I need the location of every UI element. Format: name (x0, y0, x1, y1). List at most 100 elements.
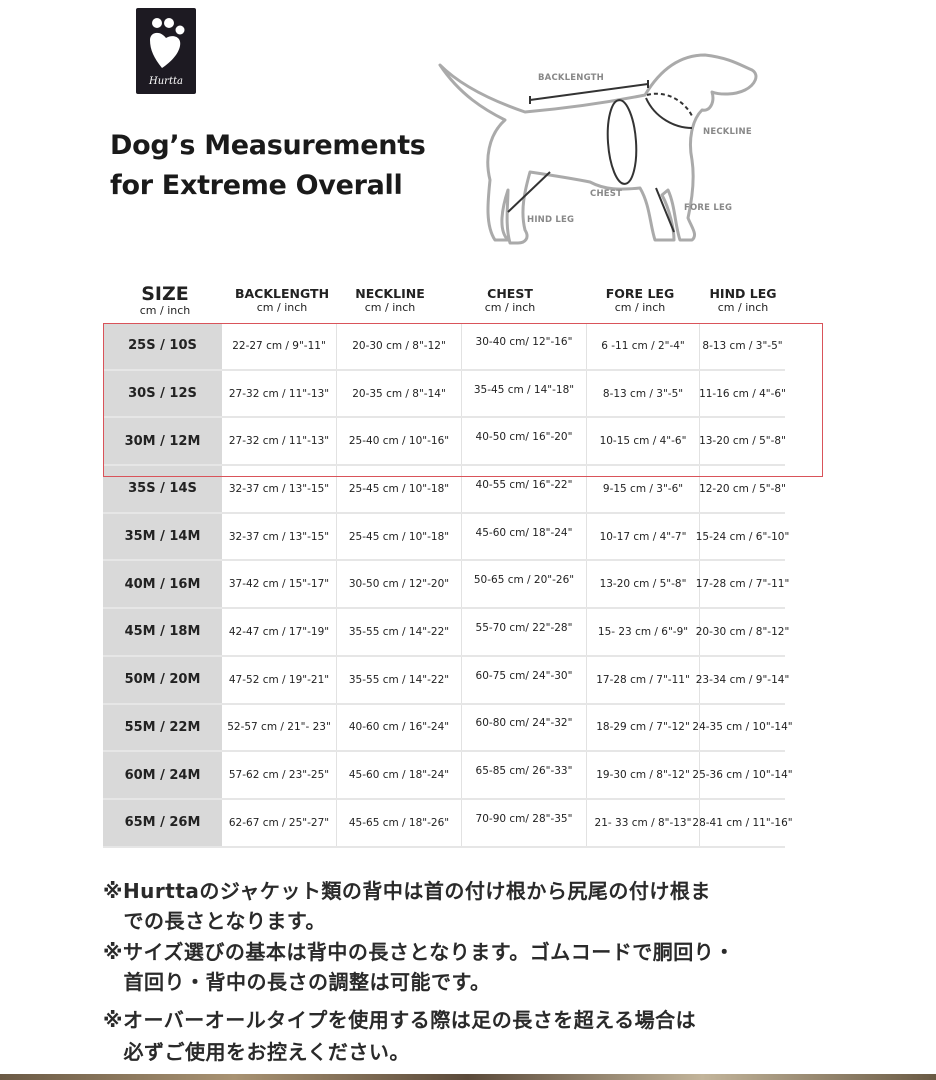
measurement-cell: 57-62 cm / 23"-25" (222, 752, 337, 798)
size-cell: 65M / 26M (103, 799, 222, 846)
measurement-cell: 10-15 cm / 4"-6" (587, 418, 700, 465)
note-3b: 必ずご使用をお控えください。 (103, 1040, 410, 1064)
bottom-edge-strip (0, 1074, 936, 1080)
size-cell: 50M / 20M (103, 656, 222, 703)
measurement-cell: 24-35 cm / 10"-14" (692, 721, 793, 734)
measurement-cell: 47-52 cm / 19"-21" (222, 656, 337, 703)
note-2b: 首回り・背中の長さの調整は可能です。 (103, 970, 491, 994)
header-fore-leg: FORE LEG cm / inch (605, 286, 675, 315)
measurement-cell: 18-29 cm / 7"-12" (587, 704, 700, 751)
measurement-cell: 42-47 cm / 17"-19" (222, 609, 337, 655)
measurement-cell: 12-20 cm / 5"-8" (699, 482, 786, 495)
paw-icon: Hurtta (148, 18, 185, 87)
measurement-cell: 22-27 cm / 9"-11" (222, 323, 337, 369)
table-row: 30S / 12S 27-32 cm / 11"-13" 20-35 cm / 8"… (103, 370, 786, 419)
label-neckline: NECKLINE (703, 127, 752, 137)
measurement-cell: 20-35 cm / 8"-14" (337, 370, 462, 417)
label-fore-leg: FORE LEG (684, 203, 732, 213)
label-backlength: BACKLENGTH (538, 73, 604, 83)
note-1a: ※Hurttaのジャケット類の背中は首の付け根から尻尾の付け根ま (103, 879, 711, 903)
table-row: 55M / 22M 52-57 cm / 21"- 23" 40-60 cm / 1… (103, 704, 793, 753)
note-2a: ※サイズ選びの基本は背中の長さとなります。ゴムコードで胴回り・ (103, 940, 735, 964)
table-row: 35S / 14S 32-37 cm / 13"-15" 25-45 cm / 10… (103, 466, 786, 514)
measurement-cell: 8-13 cm / 3"-5" (587, 370, 700, 417)
measurement-cell: 35-55 cm / 14"-22" (337, 609, 462, 655)
measurement-cell: 17-28 cm / 7"-11" (587, 656, 700, 703)
measurement-cell: 27-32 cm / 11"-13" (222, 418, 337, 465)
table-row: 40M / 16M 37-42 cm / 15"-17" 30-50 cm / 12… (103, 561, 790, 610)
measurement-cell: 62-67 cm / 25"-27" (222, 799, 337, 846)
measurement-cell: 40-50 cm/ 16"-20" (462, 418, 587, 465)
hind-leg-line (507, 171, 551, 213)
measurement-lines (507, 80, 694, 233)
table-row: 30M / 12M 27-32 cm / 11"-13" 25-40 cm / 10… (103, 418, 786, 467)
measurement-cell: 50-65 cm / 20"-26" (462, 561, 587, 608)
header-neckline: NECKLINE cm / inch (355, 286, 425, 315)
size-cell: 25S / 10S (103, 323, 222, 369)
size-cell: 30M / 12M (103, 418, 222, 465)
measurement-cell: 25-45 cm / 10"-18" (337, 466, 462, 512)
measurement-cell: 32-37 cm / 13"-15" (222, 513, 337, 560)
page-title-line1: Dog’s Measurements (110, 130, 426, 161)
header-hind-leg: HIND LEG cm / inch (709, 286, 777, 315)
table-row: 65M / 26M 62-67 cm / 25"-27" 45-65 cm / 18… (103, 799, 793, 848)
measurement-cell: 10-17 cm / 4"-7" (587, 513, 700, 560)
table-row: 60M / 24M 57-62 cm / 23"-25" 45-60 cm / 18… (103, 752, 793, 800)
table-row: 25S / 10S 22-27 cm / 9"-11" 20-30 cm / 8"-… (103, 323, 785, 371)
measurement-cell: 27-32 cm / 11"-13" (222, 370, 337, 417)
measurement-cell: 30-50 cm / 12"-20" (337, 561, 462, 608)
measurement-cell: 45-60 cm/ 18"-24" (462, 513, 587, 560)
measurement-cell: 70-90 cm/ 28"-35" (462, 799, 587, 846)
measurement-cell: 60-75 cm/ 24"-30" (462, 656, 587, 703)
measurement-cell: 15-24 cm / 6"-10" (695, 530, 790, 543)
measurement-cell: 40-60 cm / 16"-24" (337, 704, 462, 751)
measurement-cell: 21- 33 cm / 8"-13" (587, 799, 700, 846)
neckline-line (645, 97, 693, 129)
size-cell: 35M / 14M (103, 513, 222, 560)
measurement-cell: 25-40 cm / 10"-16" (337, 418, 462, 465)
size-cell: 55M / 22M (103, 704, 222, 751)
label-hind-leg: HIND LEG (527, 215, 574, 225)
table-row: 35M / 14M 32-37 cm / 13"-15" 25-45 cm / 10… (103, 513, 790, 562)
measurement-cell: 8-13 cm / 3"-5" (702, 339, 783, 352)
logo-wordmark: Hurtta (148, 76, 183, 87)
measurement-cell: 45-60 cm / 18"-24" (337, 752, 462, 798)
measurement-cell: 60-80 cm/ 24"-32" (462, 704, 587, 751)
measurement-cell: 35-55 cm / 14"-22" (337, 656, 462, 703)
measurement-cell: 52-57 cm / 21"- 23" (222, 704, 337, 751)
page-title-line2: for Extreme Overall (110, 170, 403, 201)
measurement-cell: 13-20 cm / 5"-8" (587, 561, 700, 608)
measurement-cell: 32-37 cm / 13"-15" (222, 466, 337, 512)
note-3a: ※オーバーオールタイプを使用する際は足の長さを超える場合は (103, 1008, 697, 1032)
table-row: 45M / 18M 42-47 cm / 17"-19" 35-55 cm / 14… (103, 609, 790, 657)
measurement-cell: 9-15 cm / 3"-6" (587, 466, 700, 512)
size-table: 25S / 10S 22-27 cm / 9"-11" 20-30 cm / 8"-… (103, 323, 793, 848)
measurement-cell: 17-28 cm / 7"-11" (695, 578, 790, 591)
hurtta-logo: Hurtta (136, 8, 196, 94)
measurement-cell: 30-40 cm/ 12"-16" (462, 323, 587, 369)
dog-measurement-diagram: BACKLENGTH NECKLINE CHEST HIND LEG FORE … (438, 53, 758, 245)
fore-leg-line (655, 187, 675, 233)
table-row: 50M / 20M 47-52 cm / 19"-21" 35-55 cm / 14… (103, 656, 789, 705)
measurement-cell: 45-65 cm / 18"-26" (337, 799, 462, 846)
measurement-cell: 19-30 cm / 8"-12" (587, 752, 700, 798)
header-size: SIZE cm / inch (139, 283, 191, 317)
measurement-cell: 40-55 cm/ 16"-22" (462, 466, 587, 512)
measurement-cell: 15- 23 cm / 6"-9" (587, 609, 700, 655)
measurement-cell: 55-70 cm/ 22"-28" (462, 609, 587, 655)
size-cell: 45M / 18M (103, 609, 222, 655)
highlight-box (103, 323, 823, 477)
note-1b: での長さとなります。 (103, 909, 326, 933)
measurement-cell: 35-45 cm / 14"-18" (462, 370, 587, 417)
measurement-cell: 28-41 cm / 11"-16" (692, 816, 793, 829)
measurement-cell: 65-85 cm/ 26"-33" (462, 752, 587, 798)
chest-line (606, 99, 638, 185)
measurement-cell: 6 -11 cm / 2"-4" (587, 323, 700, 369)
size-cell: 40M / 16M (103, 561, 222, 608)
measurement-cell: 37-42 cm / 15"-17" (222, 561, 337, 608)
measurement-cell: 25-45 cm / 10"-18" (337, 513, 462, 560)
measurement-cell: 20-30 cm / 8"-12" (695, 625, 790, 638)
header-chest: CHEST cm / inch (484, 286, 536, 315)
size-cell: 60M / 24M (103, 752, 222, 798)
size-cell: 35S / 14S (103, 466, 222, 512)
